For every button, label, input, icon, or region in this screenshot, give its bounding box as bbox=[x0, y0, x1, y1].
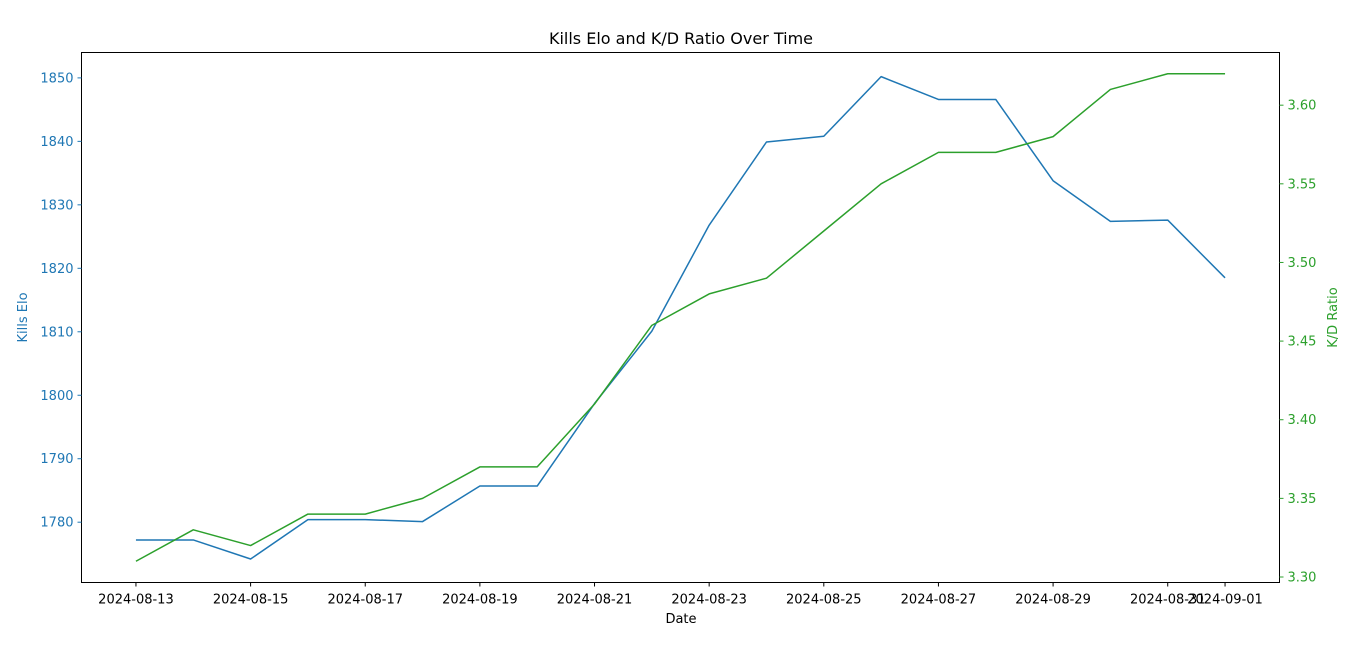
plot-frame bbox=[81, 52, 1280, 583]
plot-area bbox=[135, 72, 1226, 562]
right-y-tick-label: 3.55 bbox=[1288, 177, 1317, 192]
x-tick-label: 2024-08-21 bbox=[557, 593, 633, 608]
x-tick-label: 2024-08-13 bbox=[98, 593, 174, 608]
x-tick-label: 2024-09-01 bbox=[1187, 593, 1263, 608]
left-y-tick-label: 1830 bbox=[40, 198, 73, 213]
right-y-tick-label: 3.30 bbox=[1288, 570, 1317, 585]
left-y-tick-label: 1810 bbox=[40, 325, 73, 340]
series-line-kills-elo bbox=[135, 75, 1226, 560]
x-tick-label: 2024-08-31 bbox=[1130, 593, 1206, 608]
left-y-axis-title: Kills Elo bbox=[16, 292, 31, 342]
right-y-tick-label: 3.60 bbox=[1288, 99, 1317, 114]
x-tick-label: 2024-08-27 bbox=[901, 593, 977, 608]
right-y-tick-label: 3.40 bbox=[1288, 413, 1317, 428]
left-y-tick-label: 1790 bbox=[40, 452, 73, 467]
left-y-tick-label: 1820 bbox=[40, 262, 73, 277]
axes: 2024-08-13 2024-08-15 2024-08-17 2024-08-19… bbox=[40, 71, 1316, 607]
x-axis-title: Date bbox=[665, 612, 696, 627]
x-tick-label: 2024-08-23 bbox=[671, 593, 747, 608]
right-y-axis-title: K/D Ratio bbox=[1326, 287, 1341, 347]
x-tick-label: 2024-08-29 bbox=[1015, 593, 1091, 608]
series-line-kd-ratio bbox=[135, 72, 1226, 562]
chart-title: Kills Elo and K/D Ratio Over Time bbox=[549, 29, 813, 48]
left-y-tick-label: 1850 bbox=[40, 71, 73, 86]
right-y-tick-label: 3.45 bbox=[1288, 335, 1317, 350]
left-y-tick-label: 1800 bbox=[40, 389, 73, 404]
x-tick-label: 2024-08-19 bbox=[442, 593, 518, 608]
left-y-tick-label: 1840 bbox=[40, 135, 73, 150]
right-y-tick-label: 3.35 bbox=[1288, 492, 1317, 507]
x-tick-label: 2024-08-15 bbox=[213, 593, 289, 608]
x-tick-label: 2024-08-17 bbox=[327, 593, 403, 608]
x-tick-label: 2024-08-25 bbox=[786, 593, 862, 608]
right-y-tick-label: 3.50 bbox=[1288, 256, 1317, 271]
left-y-tick-label: 1780 bbox=[40, 516, 73, 531]
